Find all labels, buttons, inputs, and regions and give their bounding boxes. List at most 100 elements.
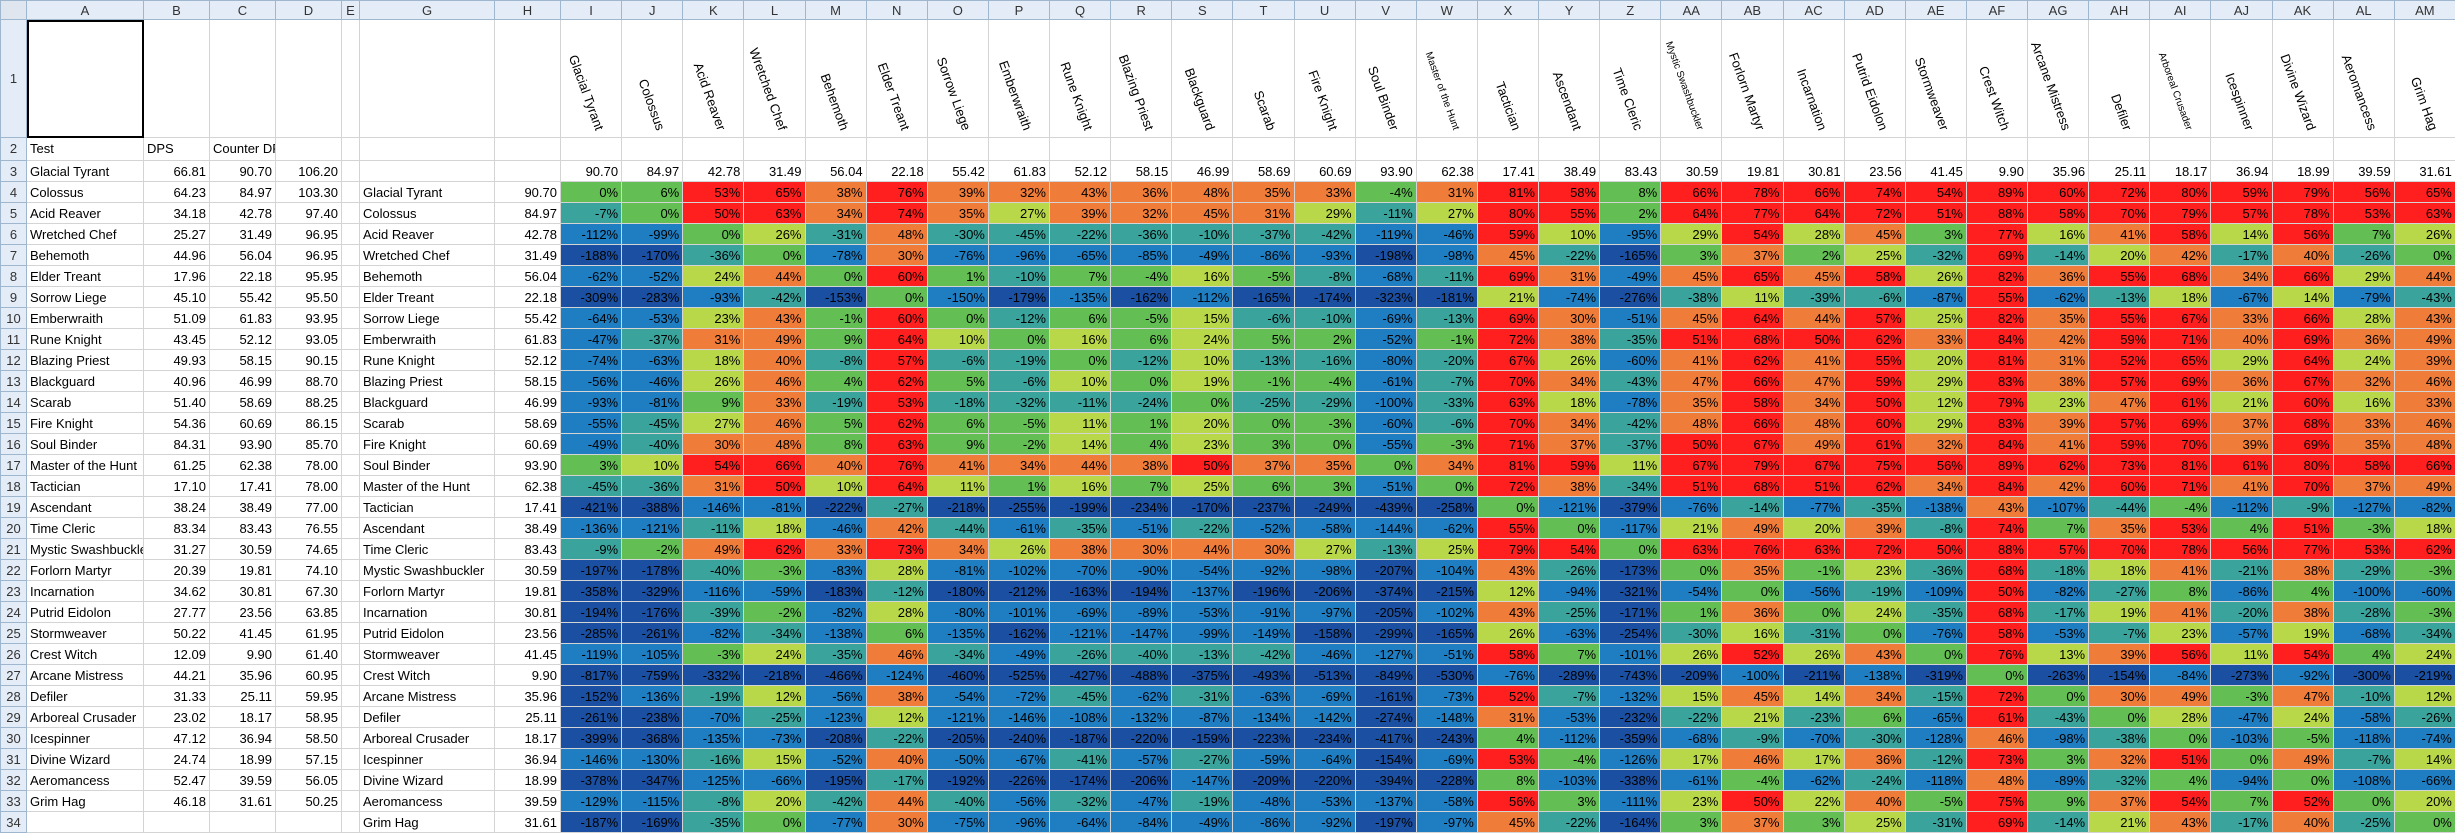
matrix-cell[interactable]: 30% — [866, 245, 927, 266]
matrix-cell[interactable]: -28% — [2333, 602, 2394, 623]
matrix-cell[interactable]: 54% — [1722, 224, 1783, 245]
matrix-cell[interactable]: 55% — [2089, 266, 2150, 287]
counter-score-value[interactable]: 58.95 — [276, 707, 342, 728]
matrix-cell[interactable]: 15% — [1172, 308, 1233, 329]
matrix-cell[interactable]: 39% — [2211, 434, 2272, 455]
matrix-cell[interactable]: 78% — [1722, 182, 1783, 203]
matrix-cell[interactable]: 21% — [1477, 287, 1538, 308]
matrix-cell[interactable]: -12% — [988, 308, 1049, 329]
matrix-cell[interactable]: 54% — [2272, 644, 2333, 665]
column-header-ac[interactable]: AC — [1783, 1, 1844, 20]
matrix-cell[interactable]: 30% — [683, 434, 744, 455]
matrix-cell[interactable]: 10% — [1050, 371, 1111, 392]
matrix-cell[interactable]: 74% — [1844, 182, 1905, 203]
matrix-cell[interactable]: 50% — [744, 476, 805, 497]
matrix-cell[interactable]: -20% — [2211, 602, 2272, 623]
matrix-cell[interactable]: -13% — [1416, 308, 1477, 329]
matrix-cell[interactable]: -81% — [622, 392, 683, 413]
cell[interactable] — [342, 560, 360, 581]
unit-name[interactable]: Aeromancess — [27, 770, 144, 791]
matrix-cell[interactable]: 29% — [1661, 224, 1722, 245]
matrix-cell[interactable]: -65% — [1050, 245, 1111, 266]
matrix-cell[interactable]: 0% — [2394, 245, 2455, 266]
matrix-cell[interactable]: -192% — [927, 770, 988, 791]
matrix-cell[interactable]: -34% — [2394, 623, 2455, 644]
matrix-cell[interactable]: 4% — [1111, 434, 1172, 455]
cell[interactable] — [683, 138, 744, 161]
column-header-t[interactable]: T — [1233, 1, 1294, 20]
column-title-cell[interactable]: Forlorn Martyr — [1722, 20, 1783, 138]
unit-name[interactable]: Tactician — [27, 476, 144, 497]
matrix-cell[interactable]: -26% — [1050, 644, 1111, 665]
row-header-17[interactable]: 17 — [1, 455, 27, 476]
matrix-cell[interactable]: 31% — [2028, 350, 2089, 371]
column-header-m[interactable]: M — [805, 1, 866, 20]
matrix-cell[interactable]: -39% — [1783, 287, 1844, 308]
row-header-27[interactable]: 27 — [1, 665, 27, 686]
dps-value[interactable]: 31.27 — [144, 539, 210, 560]
counter-dps-value[interactable]: 58.15 — [210, 350, 276, 371]
unit-dps-header[interactable]: 31.49 — [744, 161, 805, 182]
matrix-cell[interactable]: -274% — [1355, 707, 1416, 728]
matrix-cell[interactable]: 33% — [1905, 329, 1966, 350]
column-title-cell[interactable]: Grim Hag — [2394, 20, 2455, 138]
matrix-cell[interactable]: -73% — [1416, 686, 1477, 707]
matrix-cell[interactable]: 26% — [1539, 350, 1600, 371]
matrix-cell[interactable]: 29% — [1905, 413, 1966, 434]
matrix-cell[interactable]: 43% — [2394, 308, 2455, 329]
dps-value[interactable]: 20.39 — [144, 560, 210, 581]
matrix-cell[interactable]: -146% — [561, 749, 622, 770]
matrix-cell[interactable]: 45% — [1477, 812, 1538, 833]
matrix-cell[interactable]: -183% — [805, 581, 866, 602]
matrix-cell[interactable]: -37% — [1600, 434, 1661, 455]
cell[interactable] — [495, 138, 561, 161]
column-title-cell[interactable]: Icespinner — [2211, 20, 2272, 138]
matrix-cell[interactable]: -49% — [561, 434, 622, 455]
matrix-cell[interactable]: -743% — [1600, 665, 1661, 686]
matrix-cell[interactable]: 26% — [2394, 224, 2455, 245]
unit-dps-header[interactable]: 31.61 — [2394, 161, 2455, 182]
matrix-cell[interactable]: -109% — [1905, 581, 1966, 602]
matrix-cell[interactable]: 45% — [1172, 203, 1233, 224]
matrix-cell[interactable]: 29% — [2211, 350, 2272, 371]
matrix-cell[interactable]: -40% — [622, 434, 683, 455]
matrix-cell[interactable]: 83% — [1966, 371, 2027, 392]
matrix-cell[interactable]: 60% — [866, 266, 927, 287]
matrix-cell[interactable]: -1% — [1233, 371, 1294, 392]
matrix-row-name[interactable]: Arcane Mistress — [360, 686, 495, 707]
matrix-cell[interactable]: -46% — [1416, 224, 1477, 245]
unit-name[interactable]: Rune Knight — [27, 329, 144, 350]
matrix-cell[interactable]: -249% — [1294, 497, 1355, 518]
matrix-cell[interactable]: 53% — [2333, 203, 2394, 224]
matrix-cell[interactable]: 69% — [2272, 329, 2333, 350]
counter-dps-value[interactable]: 23.56 — [210, 602, 276, 623]
matrix-cell[interactable]: 34% — [2211, 266, 2272, 287]
matrix-cell[interactable]: -54% — [1172, 560, 1233, 581]
counter-score-value[interactable]: 76.55 — [276, 518, 342, 539]
matrix-cell[interactable]: -198% — [1355, 245, 1416, 266]
matrix-cell[interactable]: 34% — [1844, 686, 1905, 707]
cell[interactable] — [360, 20, 495, 138]
matrix-cell[interactable]: 33% — [2394, 392, 2455, 413]
matrix-cell[interactable]: -2% — [744, 602, 805, 623]
matrix-row-name[interactable]: Incarnation — [360, 602, 495, 623]
matrix-cell[interactable]: -388% — [622, 497, 683, 518]
matrix-row-dps[interactable]: 41.45 — [495, 644, 561, 665]
cell[interactable] — [744, 138, 805, 161]
matrix-cell[interactable]: 34% — [1416, 455, 1477, 476]
matrix-cell[interactable]: 21% — [1722, 707, 1783, 728]
matrix-cell[interactable]: -11% — [1050, 392, 1111, 413]
matrix-cell[interactable]: -10% — [2333, 686, 2394, 707]
matrix-cell[interactable]: 0% — [2333, 791, 2394, 812]
matrix-cell[interactable]: 71% — [2150, 329, 2211, 350]
matrix-cell[interactable]: 0% — [866, 287, 927, 308]
unit-dps-header[interactable]: 39.59 — [2333, 161, 2394, 182]
matrix-cell[interactable]: -96% — [988, 812, 1049, 833]
matrix-cell[interactable]: 58% — [2028, 203, 2089, 224]
matrix-cell[interactable]: 18% — [683, 350, 744, 371]
matrix-cell[interactable]: -38% — [1661, 287, 1722, 308]
matrix-row-dps[interactable]: 9.90 — [495, 665, 561, 686]
matrix-cell[interactable]: -27% — [866, 497, 927, 518]
counter-dps-value[interactable]: 18.99 — [210, 749, 276, 770]
matrix-cell[interactable]: 27% — [988, 203, 1049, 224]
